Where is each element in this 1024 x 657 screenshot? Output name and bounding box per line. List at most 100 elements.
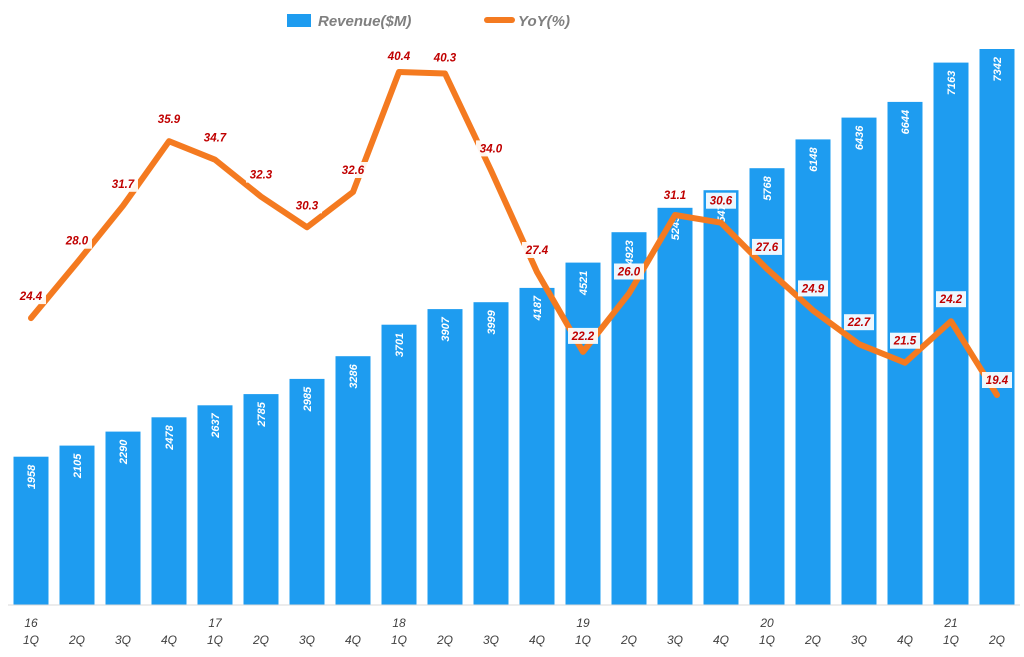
x-tick-quarter: 3Q xyxy=(483,633,499,647)
bars-layer: 1958 2105 2290 2478 2637 2785 2985 3286 3701 3907… xyxy=(13,49,1015,606)
yoy-data-label: 24.4 xyxy=(19,291,43,303)
revenue-bar-label: 3701 xyxy=(394,333,406,357)
yoy-label-bg xyxy=(16,288,46,305)
yoy-data-label: 22.7 xyxy=(847,317,871,329)
revenue-bar xyxy=(197,405,233,605)
yoy-data-label: 27.6 xyxy=(755,242,779,254)
x-tick-quarter: 3Q xyxy=(115,633,131,647)
yoy-data-label: 24.2 xyxy=(939,294,963,306)
revenue-bar-label: 6644 xyxy=(900,110,912,134)
revenue-bar xyxy=(657,207,693,606)
yoy-label-bg xyxy=(430,49,460,66)
yoy-label-bg xyxy=(246,166,276,183)
yoy-label-bg xyxy=(384,48,414,64)
x-tick-quarter: 1Q xyxy=(391,633,407,647)
yoy-label-bg xyxy=(844,314,874,331)
revenue-bar-label: 3999 xyxy=(486,309,498,334)
x-tick-quarter: 2Q xyxy=(620,633,637,647)
x-tick-quarter: 4Q xyxy=(161,633,177,647)
legend-swatch-revenue xyxy=(287,14,311,27)
yoy-data-label: 22.2 xyxy=(571,331,595,343)
revenue-bar xyxy=(151,417,187,605)
x-tick-quarter: 2Q xyxy=(252,633,269,647)
revenue-bar-label: 2985 xyxy=(302,386,314,412)
yoy-data-label: 40.4 xyxy=(387,51,411,63)
revenue-bar xyxy=(703,190,739,605)
revenue-bar-label: 3286 xyxy=(348,363,360,388)
x-tick-quarter: 2Q xyxy=(68,633,85,647)
revenue-bar-label: 7342 xyxy=(992,57,1004,81)
yoy-data-label: 34.0 xyxy=(480,143,503,155)
revenue-bar-label: 4187 xyxy=(532,295,544,321)
x-tick-quarter: 1Q xyxy=(943,633,959,647)
revenue-bar xyxy=(519,287,555,605)
yoy-label-bg xyxy=(706,192,736,209)
revenue-bar xyxy=(243,394,279,605)
revenue-bar xyxy=(335,356,371,605)
revenue-bar xyxy=(749,168,785,605)
revenue-bar-label: 2478 xyxy=(164,424,176,450)
yoy-data-label: 21.5 xyxy=(893,336,917,348)
yoy-label-bg xyxy=(982,372,1012,388)
yoy-data-label: 32.3 xyxy=(250,170,273,182)
revenue-bar-label: 2105 xyxy=(72,453,84,479)
yoy-label-bg xyxy=(200,129,230,146)
revenue-bar-label: 6436 xyxy=(854,125,866,150)
x-tick-quarter: 2Q xyxy=(436,633,453,647)
revenue-bar-label: 4521 xyxy=(578,271,590,296)
yoy-label-bg xyxy=(614,263,644,280)
legend-label-yoy: YoY(%) xyxy=(518,13,570,30)
revenue-bar xyxy=(289,378,325,605)
revenue-bar xyxy=(381,324,417,605)
yoy-data-label: 31.1 xyxy=(664,190,686,202)
yoy-label-bg xyxy=(154,111,184,128)
x-tick-quarter: 1Q xyxy=(23,633,39,647)
yoy-label-bg xyxy=(108,175,138,192)
revenue-bar xyxy=(59,445,95,605)
yoy-line-layer: 24.4 28.0 31.7 35.9 34.7 32.3 30.3 32.6 40.4 40.3… xyxy=(16,48,1012,398)
legend-label-revenue: Revenue($M) xyxy=(318,13,411,30)
revenue-bar xyxy=(565,262,601,605)
yoy-label-bg xyxy=(292,197,322,214)
revenue-bar-label: 2785 xyxy=(256,401,268,427)
x-tick-quarter: 3Q xyxy=(299,633,315,647)
yoy-data-label: 32.6 xyxy=(342,165,365,177)
yoy-data-label: 30.3 xyxy=(296,200,319,212)
yoy-label-bg xyxy=(476,140,506,157)
x-axis: 16 1Q 2Q 3Q 4Q 17 1Q 2Q 3Q 4Q 18 1Q 2Q 3Q 4Q 19 1Q 2Q 3Q 4Q… xyxy=(8,604,1020,647)
revenue-bar xyxy=(795,139,831,605)
x-tick-quarter: 4Q xyxy=(897,633,913,647)
revenue-bar xyxy=(13,456,49,605)
x-tick-quarter: 4Q xyxy=(529,633,545,647)
x-tick-quarter: 3Q xyxy=(667,633,683,647)
yoy-data-label: 30.6 xyxy=(710,196,733,208)
revenue-bar-label: 2290 xyxy=(118,439,130,465)
revenue-bar-label: 5768 xyxy=(762,175,774,200)
yoy-label-bg xyxy=(798,280,828,297)
revenue-bar xyxy=(473,302,509,605)
x-tick-year: 16 xyxy=(24,616,38,630)
yoy-data-label: 26.0 xyxy=(617,267,641,279)
yoy-label-bg xyxy=(752,238,782,255)
revenue-bar xyxy=(427,309,463,605)
legend: Revenue($M) YoY(%) xyxy=(287,13,570,30)
yoy-data-label: 34.7 xyxy=(204,133,227,145)
yoy-data-label: 19.4 xyxy=(986,375,1009,387)
yoy-label-bg xyxy=(338,162,368,178)
revenue-bar-label: 7163 xyxy=(946,71,958,95)
revenue-bar xyxy=(979,49,1015,605)
yoy-line xyxy=(28,69,1000,398)
yoy-label-bg xyxy=(660,187,690,203)
yoy-data-label: 35.9 xyxy=(158,114,181,126)
yoy-data-label: 24.9 xyxy=(801,283,825,295)
revenue-bar-label: 6148 xyxy=(808,147,820,172)
revenue-bar-label: 1958 xyxy=(26,464,38,489)
x-tick-quarter: 4Q xyxy=(713,633,729,647)
revenue-bar xyxy=(105,431,141,605)
x-tick-quarter: 3Q xyxy=(851,633,867,647)
yoy-label-bg xyxy=(568,327,598,344)
x-tick-quarter: 1Q xyxy=(207,633,223,647)
x-tick-year: 19 xyxy=(576,616,590,630)
